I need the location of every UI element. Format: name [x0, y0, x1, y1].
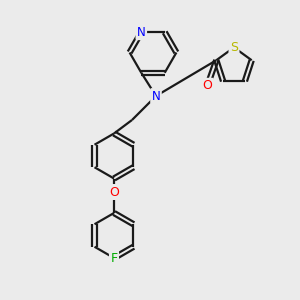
Text: F: F	[110, 251, 118, 265]
Text: N: N	[137, 26, 146, 39]
Text: O: O	[109, 185, 119, 199]
Text: S: S	[230, 41, 238, 54]
Text: O: O	[202, 79, 212, 92]
Text: N: N	[152, 89, 160, 103]
